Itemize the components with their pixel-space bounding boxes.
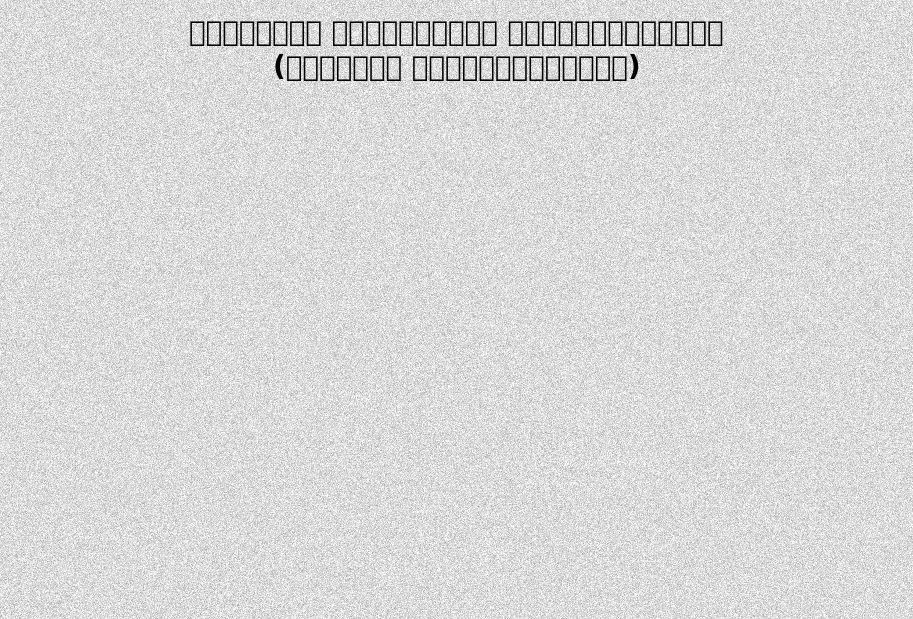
Bar bbox=[145, 139, 816, 155]
Text: 49: 49 bbox=[579, 232, 606, 251]
Text: 38: 38 bbox=[483, 202, 510, 221]
Legend: ക്രിമിനൽ കേസുകളുള്ള സ്ഥാനാർത്ഥികൾ, ഗുരുതരമായ ക്രിമിനൽ കേസുകളുള്ള സ്ഥാനാർത്ഥികൾ: ക്രിമിനൽ കേസുകളുള്ള സ്ഥാനാർത്ഥികൾ, ഗുരുത… bbox=[37, 498, 505, 556]
Text: 6: 6 bbox=[205, 438, 218, 457]
Text: 17: 17 bbox=[300, 279, 328, 298]
Text: 6: 6 bbox=[205, 296, 218, 315]
Text: 2: 2 bbox=[170, 344, 184, 362]
Bar bbox=[145, 376, 180, 391]
Bar bbox=[145, 187, 807, 202]
Bar bbox=[145, 423, 215, 438]
Text: 77: 77 bbox=[823, 137, 850, 157]
Bar bbox=[145, 157, 554, 171]
Text: 4: 4 bbox=[187, 373, 201, 392]
Text: 76: 76 bbox=[814, 185, 841, 204]
Bar bbox=[145, 234, 572, 249]
Bar bbox=[145, 204, 477, 219]
Text: 47: 47 bbox=[561, 155, 589, 173]
Text: 19: 19 bbox=[318, 249, 345, 268]
Bar bbox=[145, 281, 293, 296]
Bar bbox=[145, 251, 310, 266]
Text: ക്രിമിനൽ കേസുകളുള്ള സ്ഥാനാർത്ഥികൾ
(പാർട്ടി അടിസ്ഥാനത്തിൽ): ക്രിമിനൽ കേസുകളുള്ള സ്ഥാനാർത്ഥികൾ (പാർട്… bbox=[189, 19, 724, 82]
Text: 10: 10 bbox=[239, 326, 267, 345]
Bar bbox=[145, 345, 163, 360]
Text: 8: 8 bbox=[222, 421, 236, 439]
Bar bbox=[145, 328, 232, 344]
Bar bbox=[145, 439, 197, 455]
Bar bbox=[145, 298, 197, 313]
